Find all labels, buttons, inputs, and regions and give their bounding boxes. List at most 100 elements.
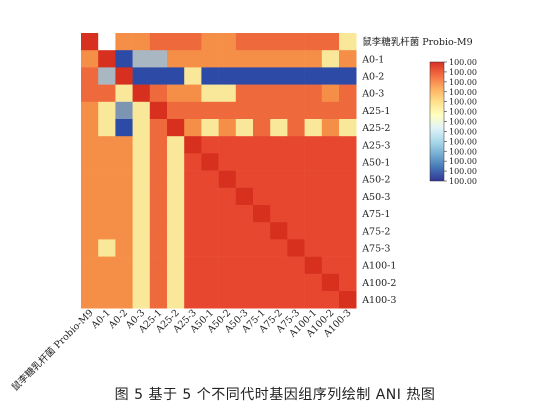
heatmap-cell <box>287 291 305 309</box>
colorbar-tick-label: 100.00 <box>449 68 477 77</box>
heatmap-cell <box>167 153 185 171</box>
heatmap-cell <box>184 153 202 171</box>
heatmap-cell <box>115 101 133 120</box>
heatmap-cell <box>253 67 271 85</box>
heatmap-cell <box>184 67 202 85</box>
heatmap-cell <box>321 205 340 223</box>
heatmap-cell <box>81 50 99 68</box>
heatmap-cell <box>184 136 202 154</box>
heatmap-cell <box>304 170 323 189</box>
heatmap-cell <box>321 222 340 240</box>
heatmap-cell <box>287 170 305 189</box>
row-label: A0-3 <box>361 89 384 100</box>
heatmap-cell <box>218 273 237 292</box>
heatmap-cell <box>201 205 219 223</box>
heatmap-cell <box>115 136 133 154</box>
heatmap-cell <box>321 170 340 189</box>
heatmap-cell <box>270 119 288 137</box>
heatmap-cell <box>339 187 357 206</box>
heatmap-cell <box>167 239 185 257</box>
heatmap-cell <box>115 205 133 223</box>
heatmap-cell <box>184 84 202 103</box>
heatmap-cell <box>201 33 219 51</box>
heatmap-cell <box>115 222 133 240</box>
heatmap-cell <box>167 170 185 189</box>
heatmap-cell <box>167 136 185 154</box>
heatmap-cell <box>81 84 99 103</box>
heatmap-cell <box>218 239 237 257</box>
heatmap-cell <box>98 239 116 257</box>
heatmap-cell <box>339 256 357 275</box>
heatmap-cell <box>304 119 323 137</box>
heatmap-cell <box>98 119 116 137</box>
heatmap-cell <box>167 119 185 137</box>
row-label: A25-1 <box>361 106 390 117</box>
heatmap-cell <box>218 101 237 120</box>
heatmap-cell <box>339 119 357 137</box>
heatmap-cell <box>235 33 254 51</box>
row-label: A25-2 <box>361 123 390 134</box>
colorbar-legend: 100.00100.00100.00100.00100.00100.00100.… <box>429 58 477 186</box>
heatmap-cell <box>253 136 271 154</box>
heatmap-cell <box>287 205 305 223</box>
heatmap-cell <box>81 170 99 189</box>
heatmap-cell <box>270 136 288 154</box>
heatmap-cell <box>339 67 357 85</box>
heatmap-cell <box>270 205 288 223</box>
heatmap-cells <box>81 33 357 309</box>
heatmap-cell <box>132 205 151 223</box>
heatmap-cell <box>98 84 116 103</box>
row-label: A75-1 <box>361 209 390 220</box>
heatmap-cell <box>235 50 254 68</box>
colorbar-gradient <box>429 61 445 182</box>
heatmap-cell <box>201 222 219 240</box>
heatmap-cell <box>167 84 185 103</box>
heatmap-cell <box>218 84 237 103</box>
heatmap-cell <box>287 33 305 51</box>
heatmap-cell <box>253 84 271 103</box>
heatmap-cell <box>184 33 202 51</box>
heatmap-cell <box>235 205 254 223</box>
heatmap-cell <box>115 256 133 275</box>
heatmap-cell <box>81 153 99 171</box>
heatmap-cell <box>201 170 219 189</box>
heatmap-cell <box>167 101 185 120</box>
heatmap-cell <box>321 256 340 275</box>
heatmap-cell <box>115 84 133 103</box>
heatmap-cell <box>339 205 357 223</box>
heatmap-cell <box>167 50 185 68</box>
heatmap-cell <box>270 33 288 51</box>
heatmap-cell <box>81 33 99 51</box>
colorbar-tick-label: 100.00 <box>449 118 477 127</box>
heatmap-cell <box>149 67 168 85</box>
row-label: A75-2 <box>361 226 390 237</box>
heatmap-cell <box>167 256 185 275</box>
heatmap-cell <box>184 50 202 68</box>
row-label: A50-3 <box>361 192 390 203</box>
heatmap-cell <box>339 239 357 257</box>
colorbar-tick-label: 100.00 <box>449 98 477 107</box>
heatmap-cell <box>270 170 288 189</box>
heatmap-cell <box>98 67 116 85</box>
heatmap-cell <box>184 256 202 275</box>
colorbar-tick-label: 100.00 <box>449 127 477 136</box>
heatmap-cell <box>132 136 151 154</box>
heatmap-cell <box>304 84 323 103</box>
heatmap-cell <box>287 67 305 85</box>
heatmap-cell <box>115 187 133 206</box>
heatmap-cell <box>235 222 254 240</box>
heatmap-cell <box>287 256 305 275</box>
heatmap-cell <box>98 50 116 68</box>
heatmap-cell <box>270 222 288 240</box>
heatmap-cell <box>253 170 271 189</box>
heatmap-cell <box>287 187 305 206</box>
heatmap-cell <box>287 153 305 171</box>
heatmap-cell <box>235 239 254 257</box>
heatmap-cell <box>287 101 305 120</box>
heatmap-cell <box>339 136 357 154</box>
heatmap-cell <box>270 101 288 120</box>
heatmap-cell <box>115 291 133 309</box>
heatmap-cell <box>339 84 357 103</box>
heatmap-cell <box>81 273 99 292</box>
heatmap-cell <box>287 136 305 154</box>
